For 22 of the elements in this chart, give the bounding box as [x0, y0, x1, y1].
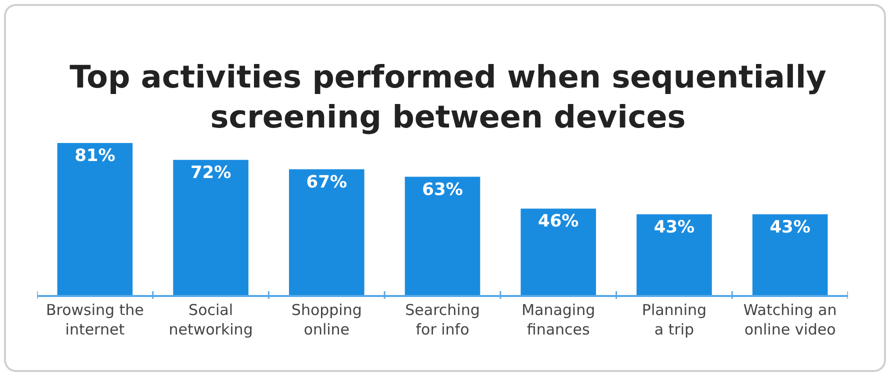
bar [173, 160, 248, 295]
data-label: 63% [422, 180, 463, 200]
bar [404, 176, 480, 295]
bar [520, 208, 596, 295]
data-label: 43% [654, 217, 695, 238]
x-tick-label: Watching an online video [743, 301, 837, 338]
x-tick-label: Managing finances [522, 301, 596, 338]
x-tick-label: Planning a trip [642, 301, 707, 338]
data-label: 72% [190, 162, 232, 183]
data-label: 43% [770, 217, 810, 238]
data-label: 46% [538, 212, 579, 232]
bar [288, 169, 364, 295]
x-tick-label: Searching for info [405, 301, 480, 338]
bar [636, 214, 712, 295]
bar [57, 143, 133, 295]
data-label: 67% [306, 172, 347, 192]
data-label: 81% [74, 146, 116, 166]
x-tick-label: Social networking [168, 301, 253, 338]
x-tick-label: Browsing the internet [46, 301, 144, 338]
chart-title: Top activities performed when sequentially screening between devices [70, 59, 826, 136]
bar [752, 214, 828, 295]
x-tick-label: Shopping online [291, 301, 362, 338]
